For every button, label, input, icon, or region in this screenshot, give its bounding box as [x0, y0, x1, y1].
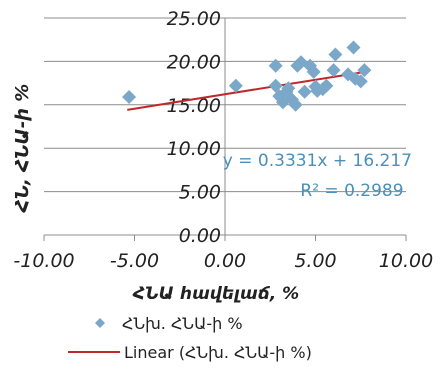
- y-tick-label: 20.00: [167, 51, 221, 73]
- trendline-layer: [127, 71, 363, 111]
- tick-labels: 0.00 5.00 10.00 15.00 20.00 25.00 -10.00 -5.00 0…: [13, 8, 433, 272]
- x-tick-label: -5.00: [110, 250, 159, 272]
- x-tick-label: 5.00: [294, 250, 336, 272]
- x-axis-label: ՀՆԱ հավելաճ, %: [132, 284, 299, 304]
- data-point: [319, 78, 334, 93]
- data-point: [122, 89, 137, 104]
- data-point: [326, 63, 341, 78]
- legend-trendline-label: Linear (ՀՆխ. ՀՆԱ-ի %): [124, 343, 312, 362]
- data-point: [306, 64, 321, 79]
- data-point: [268, 78, 283, 93]
- data-point: [357, 63, 372, 78]
- y-tick-label: 5.00: [179, 182, 221, 204]
- data-point: [328, 47, 343, 62]
- data-point: [228, 78, 243, 93]
- legend-series-label: ՀՆխ. ՀՆԱ-ի %: [122, 314, 243, 333]
- data-point: [353, 74, 368, 89]
- data-point: [288, 97, 303, 112]
- y-tick-label: 10.00: [167, 138, 221, 160]
- x-tick-label: 10.00: [379, 250, 433, 272]
- data-points: [122, 40, 372, 112]
- data-point: [297, 84, 312, 99]
- data-point: [268, 58, 283, 73]
- data-point: [346, 40, 361, 55]
- axes: [43, 18, 407, 241]
- y-axis-label: ՀՆ, ՀՆԱ-ի %: [12, 84, 33, 214]
- legend-diamond-marker: [95, 318, 105, 328]
- r-squared-value: R² = 0.2989: [300, 181, 403, 201]
- legend: ՀՆխ. ՀՆԱ-ի % Linear (ՀՆխ. ՀՆԱ-ի %): [68, 314, 312, 362]
- trendline: [127, 71, 363, 111]
- data-point: [281, 81, 296, 96]
- x-tick-label: 0.00: [204, 250, 246, 272]
- y-tick-label: 0.00: [179, 225, 221, 247]
- y-tick-label: 25.00: [167, 8, 221, 30]
- y-tick-label: 15.00: [167, 95, 221, 117]
- trendline-equation: y = 0.3331x + 16.217: [223, 151, 412, 171]
- x-tick-label: -10.00: [13, 250, 74, 272]
